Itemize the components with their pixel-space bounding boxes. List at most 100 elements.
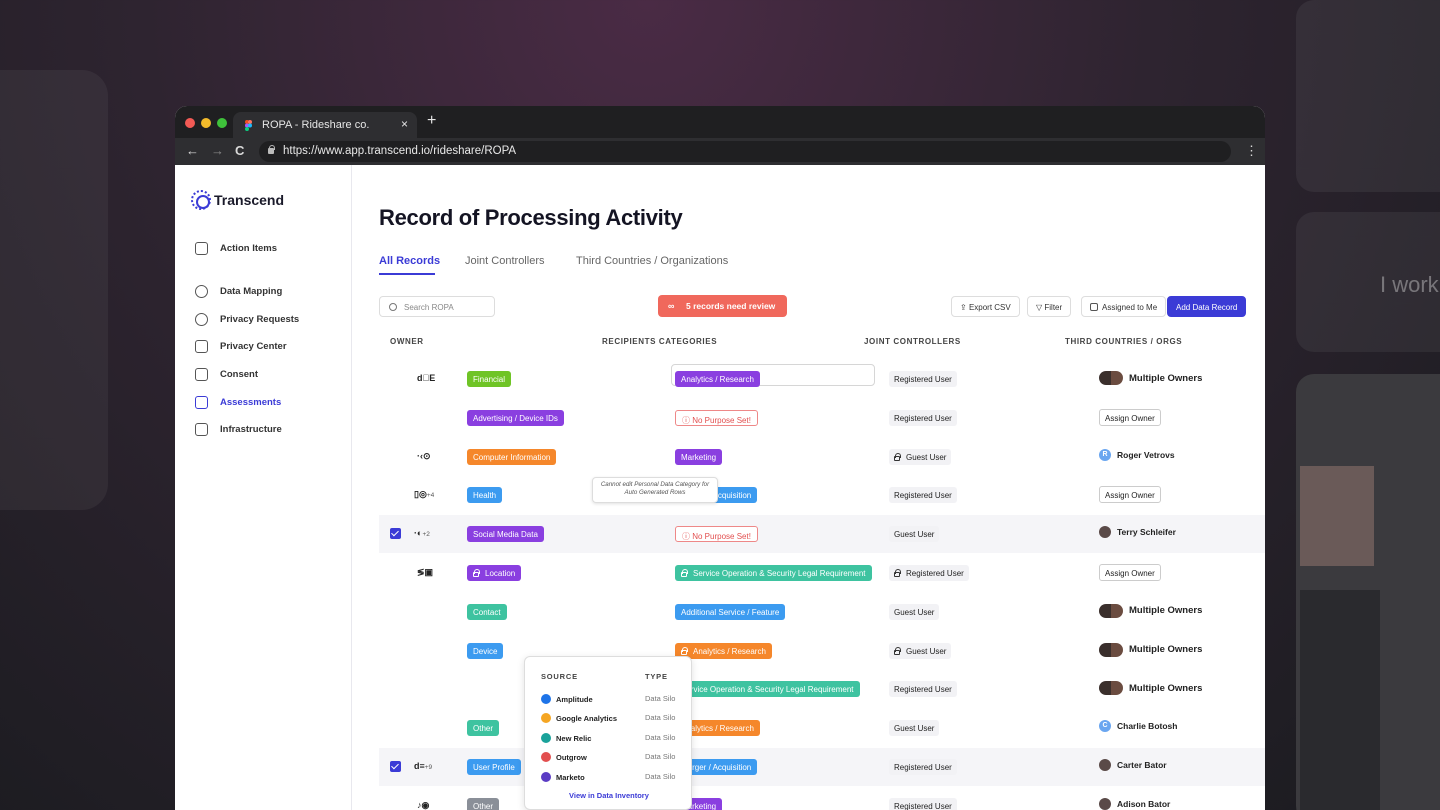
category-tag[interactable]: Advertising / Device IDs: [467, 409, 564, 426]
recipient-tag[interactable]: Merger / Acquisition: [675, 759, 758, 775]
tab-joint-controllers[interactable]: Joint Controllers: [465, 255, 545, 267]
table-row[interactable]: d⃝E Financial Analytics / Research Registe…: [379, 360, 1265, 398]
table-row[interactable]: Contact Additional Service / Feature Guest…: [379, 593, 1265, 631]
browser-menu-icon[interactable]: ⋮: [1245, 143, 1258, 158]
table-row[interactable]: Device Analytics / Research Guest User Mult…: [379, 632, 1265, 670]
tab-all-records[interactable]: All Records: [379, 255, 441, 267]
minimize-window-dot[interactable]: [201, 118, 211, 128]
category-tag[interactable]: Financial: [467, 371, 512, 387]
new-tab-button[interactable]: +: [427, 112, 437, 129]
category-tag[interactable]: Health: [467, 487, 503, 504]
brand-logo[interactable]: Transcend: [191, 190, 284, 210]
owner-cell[interactable]: Multiple Owners: [1099, 371, 1202, 385]
back-arrow-icon[interactable]: ←: [186, 143, 199, 158]
joint-controller-tag[interactable]: Registered User: [889, 409, 957, 426]
joint-controller-tag[interactable]: Registered User: [889, 487, 957, 504]
reload-icon[interactable]: C: [235, 143, 245, 158]
category-tag[interactable]: Social Media Data: [467, 526, 544, 543]
recipient-tag[interactable]: Analytics / Research: [675, 642, 772, 659]
browser-tab[interactable]: ROPA - Rideshare co. ×: [233, 112, 417, 138]
integration-icons[interactable]: ·◐+2: [414, 528, 430, 538]
assign-owner-button[interactable]: Assign Owner: [1099, 408, 1161, 426]
integration-icons[interactable]: d≡+9: [414, 761, 432, 771]
sidebar-item-assessments[interactable]: Assessments: [195, 396, 281, 409]
popover-source-row[interactable]: New Relic Data Silo: [541, 732, 686, 743]
sidebar-item-privacy-center[interactable]: Privacy Center: [195, 340, 287, 353]
table-row[interactable]: Other Analytics / Research Guest User C Char…: [379, 709, 1265, 747]
table-row[interactable]: Advertising / Device IDs ⓘ No Purpose Set…: [379, 399, 1265, 437]
table-row[interactable]: ≶▣ Location Service Operation & Security L…: [379, 554, 1265, 592]
popover-source-row[interactable]: Marketo Data Silo: [541, 771, 686, 782]
category-tag[interactable]: Contact: [467, 603, 507, 620]
category-tag[interactable]: Device: [467, 642, 504, 659]
tab-third-countries[interactable]: Third Countries / Organizations: [576, 255, 729, 267]
owner-cell[interactable]: Multiple Owners: [1099, 681, 1202, 696]
joint-controller-tag[interactable]: Guest User: [889, 448, 952, 465]
category-tag[interactable]: Other: [467, 797, 500, 810]
view-in-data-inventory-link[interactable]: View in Data Inventory: [569, 791, 649, 800]
owner-cell[interactable]: R Roger Vetrovs: [1099, 448, 1175, 461]
joint-controller-tag[interactable]: Registered User: [889, 797, 957, 810]
column-header-recipients[interactable]: RECIPIENTS CATEGORIES: [602, 337, 718, 346]
recipient-input-box[interactable]: [671, 364, 875, 386]
export-csv-button[interactable]: ⇪ Export CSV: [951, 296, 1020, 317]
owner-cell[interactable]: Adison Bator: [1099, 797, 1170, 810]
owner-cell[interactable]: Multiple Owners: [1099, 603, 1202, 618]
owner-cell[interactable]: Carter Bator: [1099, 759, 1167, 771]
category-tag[interactable]: Location: [467, 565, 522, 581]
table-row[interactable]: ·‹⊙ Computer Information Marketing Guest Us…: [379, 438, 1265, 476]
table-row[interactable]: d≡+9 User Profile Merger / Acquisition Regi…: [379, 748, 1265, 786]
sidebar-item-privacy-requests[interactable]: Privacy Requests: [195, 313, 299, 326]
recipient-tag[interactable]: Analytics / Research: [675, 720, 760, 737]
owner-cell[interactable]: C Charlie Botosh: [1099, 720, 1177, 733]
add-data-record-button[interactable]: Add Data Record: [1167, 296, 1247, 317]
assigned-checkbox[interactable]: [1090, 303, 1098, 311]
recipient-tag[interactable]: ⓘ No Purpose Set!: [675, 409, 758, 426]
joint-controller-tag[interactable]: Registered User: [889, 681, 957, 698]
owner-cell[interactable]: Terry Schleifer: [1099, 526, 1176, 539]
integration-icons[interactable]: ♪◉: [417, 800, 429, 810]
search-input[interactable]: Search ROPA: [379, 296, 495, 317]
sidebar-item-infrastructure[interactable]: Infrastructure: [195, 423, 282, 436]
joint-controller-tag[interactable]: Guest User: [889, 603, 940, 620]
row-checkbox[interactable]: [390, 761, 401, 772]
table-row[interactable]: ·◐+2 Social Media Data ⓘ No Purpose Set! Gu…: [379, 515, 1265, 554]
sidebar-item-action-items[interactable]: Action Items: [195, 242, 277, 255]
close-window-dot[interactable]: [185, 118, 195, 128]
url-field[interactable]: https://www.app.transcend.io/rideshare/R…: [259, 141, 1231, 162]
assigned-to-me-toggle[interactable]: Assigned to Me: [1081, 296, 1167, 317]
joint-controller-tag[interactable]: Guest User: [889, 526, 940, 543]
category-tag[interactable]: Other: [467, 720, 500, 737]
owner-cell[interactable]: Multiple Owners: [1099, 642, 1202, 657]
popover-source-row[interactable]: Amplitude Data Silo: [541, 694, 686, 704]
joint-controller-tag[interactable]: Registered User: [889, 565, 969, 581]
column-header-third-countries[interactable]: THIRD COUNTRIES / ORGS: [1065, 337, 1183, 346]
recipient-tag[interactable]: Service Operation & Security Legal Requi…: [675, 565, 872, 581]
sidebar-item-data-mapping[interactable]: Data Mapping: [195, 285, 282, 298]
recipient-tag[interactable]: Marketing: [675, 448, 723, 465]
integration-icons[interactable]: ▯◎+4: [414, 489, 434, 500]
category-tag[interactable]: Computer Information: [467, 448, 557, 465]
assign-owner-button[interactable]: Assign Owner: [1099, 486, 1161, 504]
table-row[interactable]: ♪◉ Other Marketing Registered User Adison Ba…: [379, 787, 1265, 810]
category-tag[interactable]: User Profile: [467, 759, 521, 775]
recipient-tag[interactable]: Service Operation & Security Legal Requi…: [675, 681, 860, 698]
joint-controller-tag[interactable]: Registered User: [889, 759, 957, 775]
recipient-tag[interactable]: ⓘ No Purpose Set!: [675, 526, 758, 543]
integration-icons[interactable]: d⃝E: [417, 373, 435, 383]
sidebar-item-consent[interactable]: Consent: [195, 368, 258, 381]
recipient-tag[interactable]: Additional Service / Feature: [675, 603, 786, 620]
review-alert-button[interactable]: ∞ 5 records need review: [658, 295, 787, 317]
close-tab-icon[interactable]: ×: [401, 117, 409, 131]
joint-controller-tag[interactable]: Guest User: [889, 720, 940, 737]
table-row[interactable]: Service Operation & Security Legal Requi…: [379, 670, 1265, 708]
maximize-window-dot[interactable]: [217, 118, 227, 128]
popover-source-row[interactable]: Google Analytics Data Silo: [541, 713, 686, 724]
forward-arrow-icon[interactable]: →: [211, 143, 224, 158]
column-header-joint-controllers[interactable]: JOINT CONTROLLERS: [864, 337, 961, 346]
popover-source-row[interactable]: Outgrow Data Silo: [541, 752, 686, 763]
integration-icons[interactable]: ≶▣: [417, 567, 433, 578]
column-header-owner[interactable]: OWNER: [390, 337, 424, 346]
table-row[interactable]: ▯◎+4HealthMerger / AcquisitionRegistered…: [379, 476, 1265, 514]
row-checkbox[interactable]: [390, 528, 401, 540]
